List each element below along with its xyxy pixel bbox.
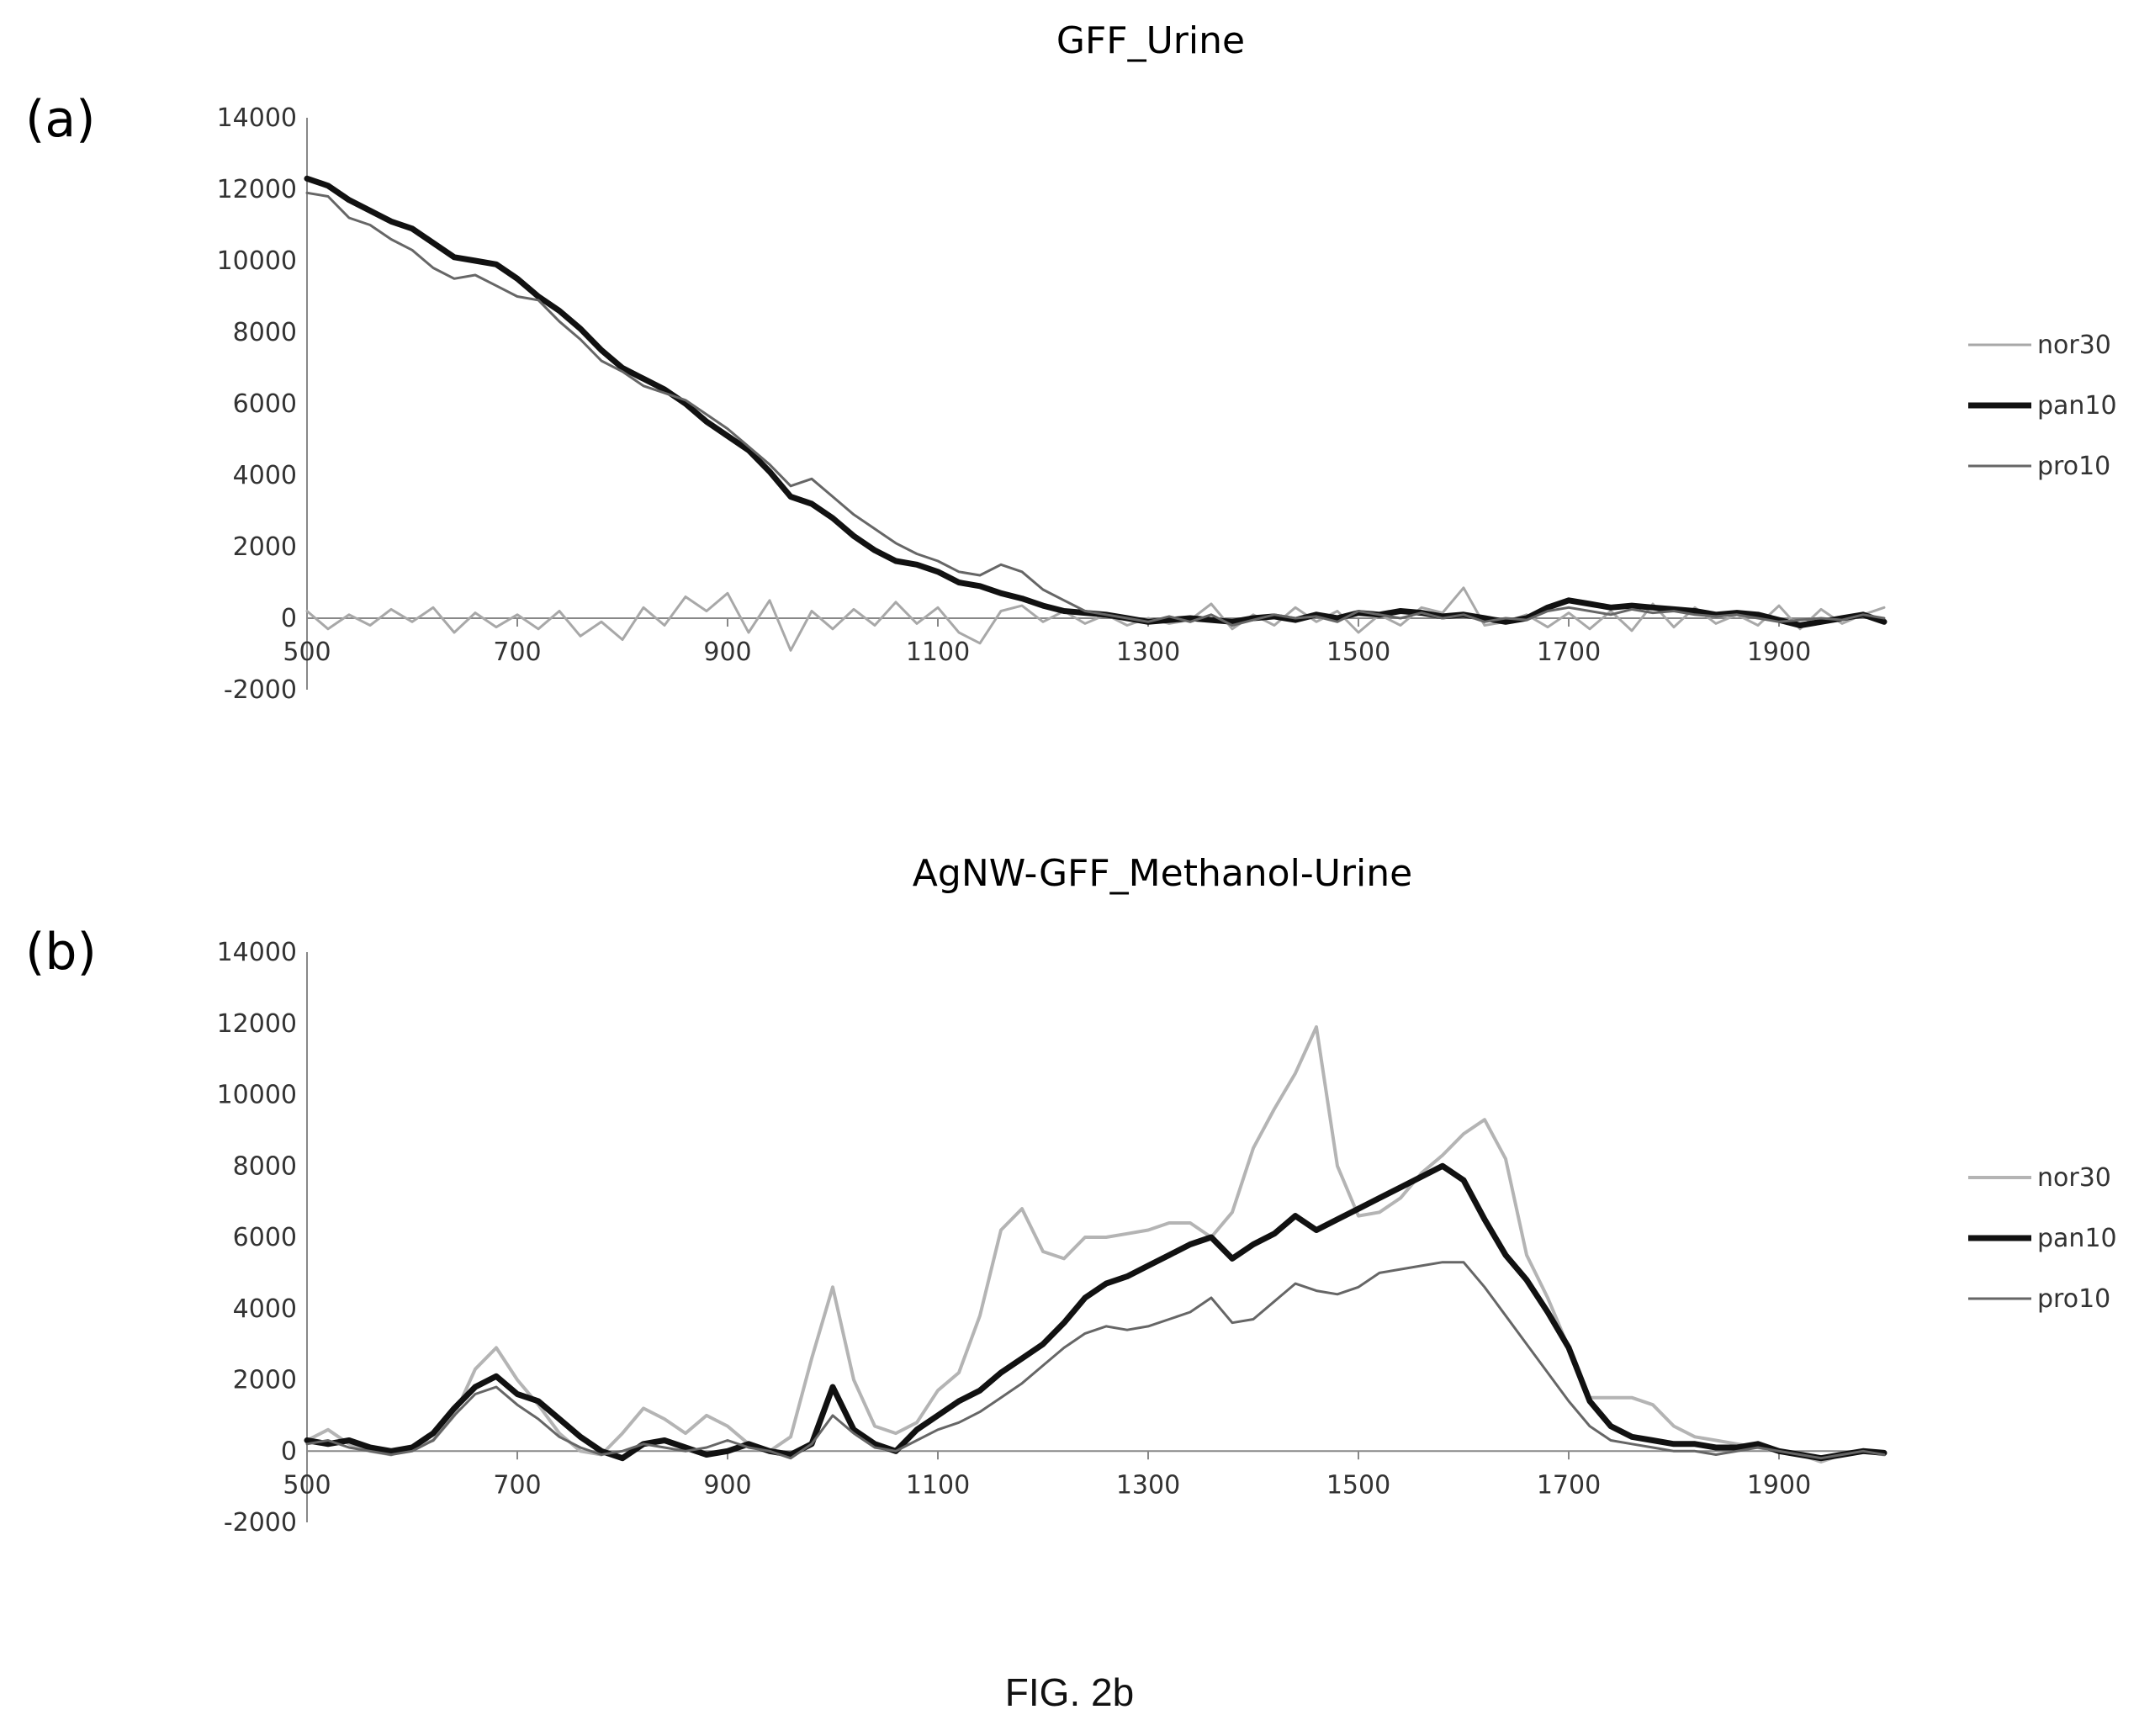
y-tick-label: 6000 [233,1223,297,1252]
figure-caption: FIG. 2b [1004,1670,1135,1714]
x-tick-label: 1900 [1747,1470,1811,1500]
chart-panel-b: (b) AgNW-GFF_Methanol-Urine -2000 0 2000 40… [25,852,2117,1538]
series-line-nor30 [305,1025,1886,1463]
x-tick-label: 1300 [1116,638,1180,667]
series-lines-a [304,175,1888,652]
y-tick-label: 12000 [217,175,297,204]
chart-title-b: AgNW-GFF_Methanol-Urine [913,852,1412,895]
chart-panel-a: (a) GFF_Urine -2000 0 2000 4000 6000 8000 1000… [25,19,2117,705]
legend-label-pan10: pan10 [2037,391,2117,421]
x-tick-label: 1700 [1537,638,1601,667]
series-line-nor30 [305,586,1886,652]
y-tick-label: 0 [281,1437,297,1466]
axes-a [306,118,1884,690]
x-tick-label: 500 [283,1470,331,1500]
panel-label-a: (a) [25,90,96,149]
legend-label-nor30: nor30 [2037,1163,2111,1193]
series-line-pan10 [304,1162,1888,1462]
y-tick-label: 8000 [233,1151,297,1181]
y-tick-label: -2000 [224,675,297,705]
y-tick-label: 4000 [233,461,297,490]
series-line-pro10 [305,191,1886,627]
x-tick-label: 1100 [906,1470,970,1500]
y-tick-label: 14000 [217,103,297,133]
panel-label-b: (b) [25,923,97,982]
chart-title-a: GFF_Urine [1056,19,1245,62]
series-line-pan10 [304,175,1888,628]
x-tick-label: 500 [283,638,331,667]
x-tick-label: 1100 [906,638,970,667]
y-tick-label: 4000 [233,1294,297,1324]
legend-label-pro10: pro10 [2037,452,2110,481]
x-tick-labels-b: 500 700 900 1100 1300 1500 1700 1900 [283,1451,1811,1500]
legend-a: nor30 pan10 pro10 [1968,331,2117,481]
y-tick-label: 0 [281,604,297,633]
x-tick-label: 1700 [1537,1470,1601,1500]
axes-b [306,952,1884,1522]
y-tick-label: 2000 [233,1366,297,1395]
legend-label-pan10: pan10 [2037,1224,2117,1253]
x-tick-labels-a: 500 700 900 1100 1300 1500 1700 1900 [283,618,1811,667]
y-tick-labels-b: -2000 0 2000 4000 6000 8000 10000 12000 14000 [217,938,297,1538]
series-lines-b [304,1025,1888,1463]
y-tick-label: -2000 [224,1508,297,1538]
x-tick-label: 1300 [1116,1470,1180,1500]
y-tick-label: 14000 [217,938,297,967]
y-tick-label: 10000 [217,246,297,276]
x-tick-label: 700 [493,1470,541,1500]
x-tick-label: 1500 [1326,638,1390,667]
y-tick-label: 12000 [217,1009,297,1039]
y-tick-labels-a: -2000 0 2000 4000 6000 8000 10000 12000 14000 [217,103,297,705]
y-tick-label: 6000 [233,389,297,419]
x-tick-label: 900 [703,1470,751,1500]
x-tick-label: 1900 [1747,638,1811,667]
legend-b: nor30 pan10 pro10 [1968,1163,2117,1314]
y-tick-label: 10000 [217,1081,297,1110]
y-tick-label: 8000 [233,318,297,347]
series-line-pro10 [305,1261,1886,1460]
x-tick-label: 900 [703,638,751,667]
x-tick-label: 1500 [1326,1470,1390,1500]
legend-label-pro10: pro10 [2037,1284,2110,1314]
legend-label-nor30: nor30 [2037,331,2111,360]
y-tick-label: 2000 [233,532,297,562]
x-tick-label: 700 [493,638,541,667]
